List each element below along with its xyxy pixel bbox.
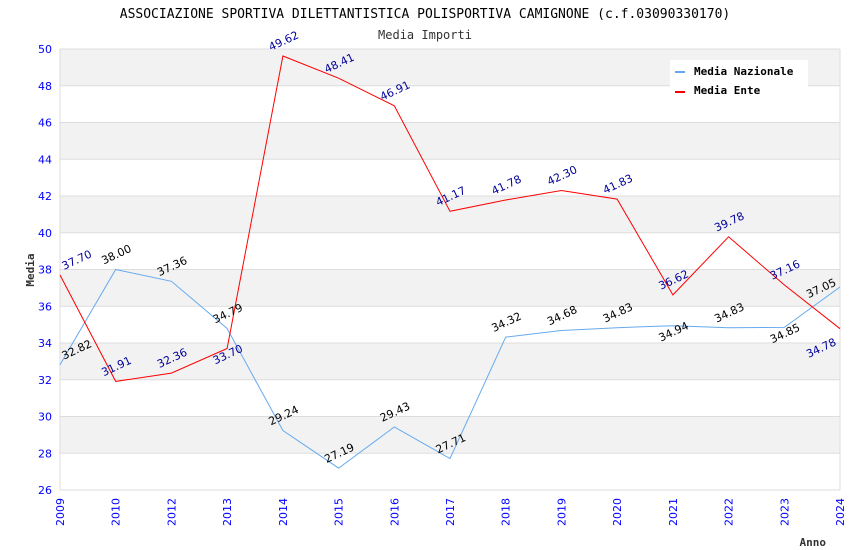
y-tick-label: 44 [38, 153, 52, 166]
x-tick-label: 2020 [611, 498, 624, 526]
legend-label-ente: Media Ente [694, 84, 761, 97]
y-tick-label: 50 [38, 43, 52, 56]
x-tick-label: 2017 [444, 498, 457, 526]
x-tick-label: 2016 [388, 498, 401, 526]
x-tick-label: 2013 [221, 498, 234, 526]
grid-band [60, 416, 840, 454]
y-tick-label: 32 [38, 374, 52, 387]
grid-band [60, 269, 840, 307]
y-tick-label: 26 [38, 484, 52, 497]
y-tick-label: 34 [38, 337, 52, 350]
y-tick-label: 46 [38, 117, 52, 130]
x-axis-label: Anno [800, 536, 827, 549]
grid-band [60, 122, 840, 160]
x-tick-label: 2019 [555, 498, 568, 526]
chart-title: ASSOCIAZIONE SPORTIVA DILETTANTISTICA PO… [120, 7, 730, 22]
grid-band [60, 343, 840, 380]
legend-swatch-nazionale [675, 71, 685, 73]
x-tick-label: 2023 [778, 498, 791, 526]
x-tick-label: 2009 [54, 498, 67, 526]
grid-band [60, 453, 840, 490]
y-tick-label: 42 [38, 190, 52, 203]
grid-band [60, 159, 840, 196]
series-line-nazionale [59, 268, 841, 469]
grid-band [60, 306, 840, 343]
grid-band [60, 232, 840, 270]
grid-band [60, 196, 840, 233]
x-tick-label: 2010 [110, 498, 123, 526]
x-tick-label: 2024 [834, 498, 847, 526]
x-tick-label: 2022 [723, 498, 736, 526]
y-tick-label: 28 [38, 447, 52, 460]
series-line-ente [59, 55, 841, 382]
x-tick-label: 2012 [165, 498, 178, 526]
y-tick-label: 36 [38, 300, 52, 313]
legend-swatch-ente [675, 91, 685, 93]
y-tick-label: 30 [38, 411, 52, 424]
legend: Media Nazionale Media Ente [670, 60, 808, 102]
y-tick-label: 38 [38, 264, 52, 277]
legend-label-nazionale: Media Nazionale [694, 65, 794, 78]
y-tick-label: 48 [38, 80, 52, 93]
chart-subtitle: Media Importi [378, 28, 472, 42]
x-tick-label: 2015 [333, 498, 346, 526]
x-tick-label: 2018 [500, 498, 513, 526]
x-tick-label: 2014 [277, 498, 290, 526]
y-tick-label: 40 [38, 227, 52, 240]
y-axis-label: Media [24, 253, 37, 286]
grid-band [60, 379, 840, 417]
x-tick-label: 2021 [667, 498, 680, 526]
